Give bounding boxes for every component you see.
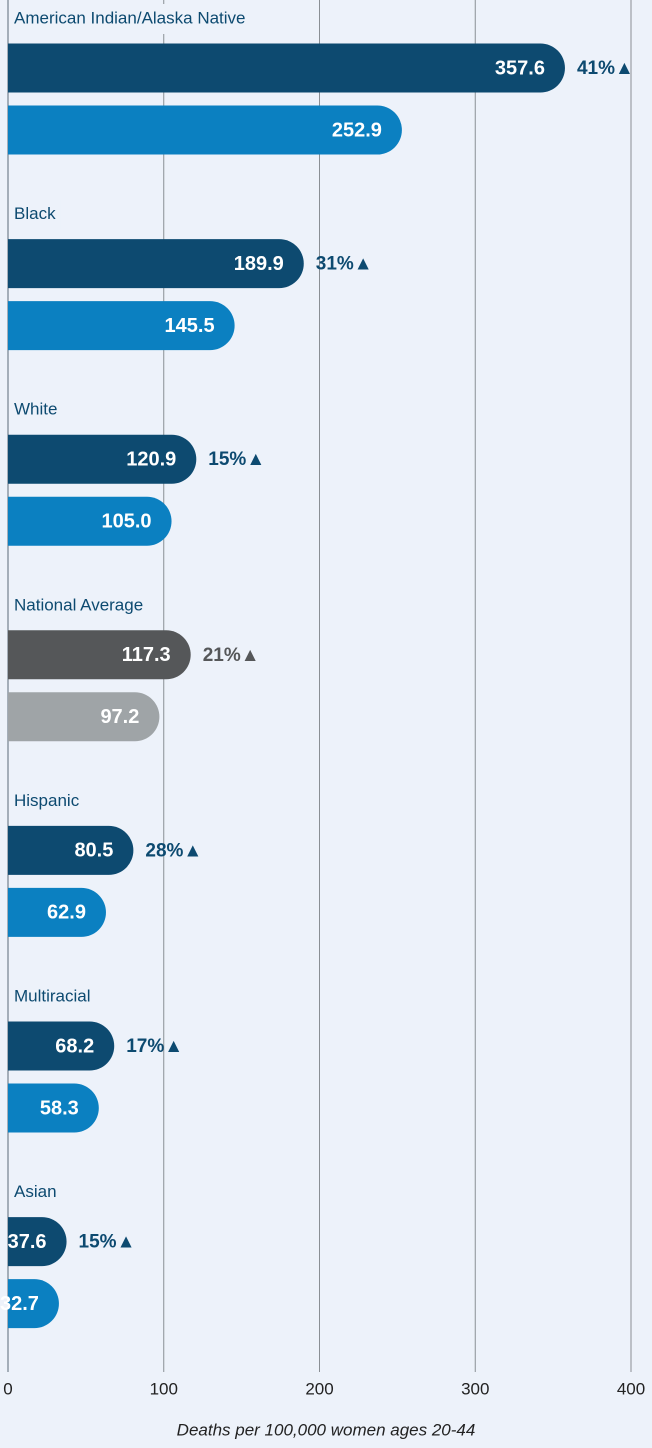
- label-background: [9, 4, 251, 34]
- change-annotation: 28%▲: [145, 840, 202, 861]
- category-label: White: [14, 400, 57, 419]
- bar: [8, 434, 197, 484]
- x-axis-label: Deaths per 100,000 women ages 20-44: [177, 1420, 476, 1439]
- value-label: 117.3: [122, 644, 171, 666]
- category-label: Black: [14, 204, 56, 223]
- bar: [8, 1279, 59, 1329]
- value-label: 97.2: [100, 706, 139, 728]
- change-annotation: 17%▲: [126, 1036, 183, 1057]
- category-label: Hispanic: [14, 791, 80, 810]
- change-annotation: 15%▲: [79, 1232, 136, 1253]
- bar: [8, 301, 235, 351]
- label-background: [9, 395, 63, 426]
- bar: [8, 887, 106, 937]
- bar: [8, 239, 304, 289]
- x-tick-label: 200: [305, 1379, 333, 1398]
- change-annotation: 41%▲: [577, 58, 634, 79]
- value-label: 32.7: [0, 1293, 39, 1315]
- category-label: Multiracial: [14, 986, 91, 1005]
- bar: [8, 1083, 99, 1133]
- x-tick-label: 0: [3, 1379, 12, 1398]
- bar: [8, 43, 565, 93]
- label-background: [9, 786, 85, 817]
- change-annotation: 31%▲: [316, 254, 373, 275]
- label-background: [9, 982, 96, 1012]
- value-label: 357.6: [495, 57, 545, 79]
- label-background: [9, 199, 61, 230]
- change-annotation: 15%▲: [208, 449, 265, 470]
- bar: [8, 496, 172, 546]
- bar: [8, 1021, 115, 1071]
- value-label: 120.9: [126, 448, 176, 470]
- value-label: 58.3: [40, 1097, 79, 1119]
- label-background: [9, 1177, 62, 1208]
- bar: [8, 692, 160, 742]
- value-label: 145.5: [165, 315, 215, 337]
- value-label: 68.2: [55, 1035, 94, 1057]
- value-label: 37.6: [8, 1231, 47, 1253]
- category-label: American Indian/Alaska Native: [14, 8, 246, 27]
- label-background: [9, 590, 149, 621]
- x-tick-label: 300: [461, 1379, 489, 1398]
- grid: [163, 0, 632, 1372]
- bar: [8, 1217, 67, 1267]
- category-label: National Average: [14, 595, 143, 614]
- bar: [8, 105, 402, 155]
- x-tick-label: 100: [150, 1379, 178, 1398]
- x-tick-label: 400: [617, 1379, 645, 1398]
- value-label: 252.9: [332, 119, 382, 141]
- category-label: Asian: [14, 1182, 57, 1201]
- value-label: 105.0: [101, 510, 151, 532]
- value-label: 189.9: [234, 253, 284, 275]
- bar: [8, 630, 191, 680]
- value-label: 62.9: [47, 902, 86, 924]
- bar: [8, 825, 134, 875]
- value-label: 80.5: [74, 840, 113, 862]
- change-annotation: 21%▲: [203, 645, 260, 666]
